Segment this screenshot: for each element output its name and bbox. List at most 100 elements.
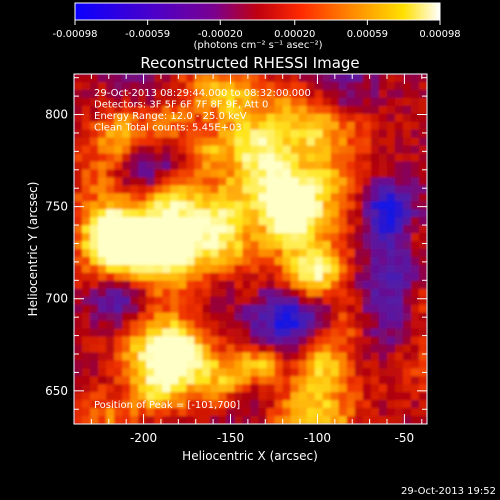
- map-pixel: [122, 352, 131, 361]
- map-pixel: [98, 416, 107, 424]
- map-pixel: [106, 241, 115, 250]
- map-pixel: [330, 169, 340, 179]
- x-tick-label: -200: [130, 431, 157, 445]
- map-pixel: [322, 225, 332, 234]
- map-pixel: [234, 153, 244, 163]
- map-pixel: [98, 320, 107, 330]
- map-pixel: [218, 408, 228, 417]
- map-pixel: [98, 384, 107, 393]
- map-pixel: [186, 256, 195, 266]
- x-axis-label: Heliocentric X (arcsec): [182, 449, 318, 463]
- map-pixel: [378, 280, 388, 290]
- map-pixel: [386, 153, 396, 163]
- map-pixel: [90, 392, 99, 401]
- map-pixel: [298, 280, 308, 290]
- map-pixel: [338, 360, 348, 369]
- map-pixel: [410, 209, 420, 218]
- map-pixel: [242, 81, 252, 91]
- map-pixel: [394, 408, 404, 417]
- map-pixel: [82, 169, 91, 179]
- map-pixel: [418, 129, 427, 139]
- map-pixel: [210, 400, 220, 409]
- map-pixel: [210, 256, 220, 266]
- map-pixel: [218, 256, 228, 266]
- map-pixel: [282, 177, 292, 186]
- map-pixel: [378, 113, 388, 123]
- map-pixel: [74, 336, 83, 346]
- map-pixel: [138, 249, 147, 258]
- map-pixel: [234, 336, 244, 346]
- map-pixel: [290, 312, 300, 322]
- map-pixel: [114, 280, 123, 290]
- map-pixel: [322, 81, 332, 91]
- map-pixel: [266, 74, 276, 83]
- map-pixel: [242, 193, 252, 202]
- map-pixel: [378, 161, 388, 171]
- map-pixel: [386, 177, 396, 186]
- map-pixel: [234, 193, 244, 202]
- map-pixel: [218, 121, 228, 131]
- map-pixel: [74, 121, 83, 131]
- map-pixel: [386, 256, 396, 266]
- map-pixel: [146, 320, 155, 330]
- map-pixel: [98, 288, 107, 298]
- map-pixel: [178, 161, 187, 171]
- map-pixel: [258, 312, 268, 322]
- map-pixel: [74, 185, 83, 194]
- map-pixel: [82, 161, 91, 171]
- map-pixel: [162, 376, 171, 385]
- map-pixel: [322, 376, 332, 385]
- map-pixel: [154, 89, 163, 99]
- map-pixel: [314, 336, 324, 346]
- map-pixel: [410, 113, 420, 123]
- map-pixel: [234, 74, 244, 83]
- map-pixel: [410, 129, 420, 139]
- map-pixel: [186, 416, 195, 424]
- map-pixel: [266, 264, 276, 274]
- map-pixel: [306, 241, 316, 250]
- map-pixel: [394, 249, 404, 258]
- map-pixel: [322, 193, 332, 202]
- map-pixel: [410, 336, 420, 346]
- map-pixel: [378, 336, 388, 346]
- map-pixel: [242, 288, 252, 298]
- info-line: Clean Total counts: 5.45E+03: [94, 123, 242, 134]
- map-pixel: [202, 121, 211, 131]
- map-pixel: [82, 97, 91, 107]
- map-pixel: [218, 328, 228, 338]
- map-pixel: [106, 304, 115, 314]
- map-pixel: [266, 384, 276, 393]
- map-pixel: [266, 400, 276, 409]
- map-pixel: [378, 169, 388, 179]
- map-pixel: [338, 161, 348, 171]
- map-pixel: [114, 74, 123, 83]
- map-pixel: [282, 97, 292, 107]
- map-pixel: [98, 105, 107, 115]
- map-pixel: [306, 288, 316, 298]
- map-pixel: [74, 153, 83, 163]
- map-pixel: [394, 416, 404, 424]
- map-pixel: [202, 169, 211, 179]
- map-pixel: [354, 74, 364, 83]
- map-pixel: [178, 304, 187, 314]
- map-pixel: [162, 145, 171, 155]
- map-pixel: [402, 328, 412, 338]
- map-pixel: [346, 177, 356, 186]
- map-pixel: [122, 360, 131, 369]
- map-pixel: [178, 97, 187, 107]
- map-pixel: [330, 161, 340, 171]
- map-pixel: [138, 201, 147, 210]
- map-pixel: [274, 89, 284, 99]
- map-pixel: [362, 185, 372, 194]
- map-pixel: [330, 193, 340, 202]
- map-pixel: [314, 241, 324, 250]
- map-pixel: [274, 225, 284, 234]
- map-pixel: [130, 336, 139, 346]
- map-pixel: [74, 376, 83, 385]
- map-pixel: [234, 256, 244, 266]
- map-pixel: [314, 256, 324, 266]
- map-pixel: [338, 74, 348, 83]
- map-pixel: [322, 280, 332, 290]
- map-pixel: [322, 272, 332, 282]
- map-pixel: [258, 280, 268, 290]
